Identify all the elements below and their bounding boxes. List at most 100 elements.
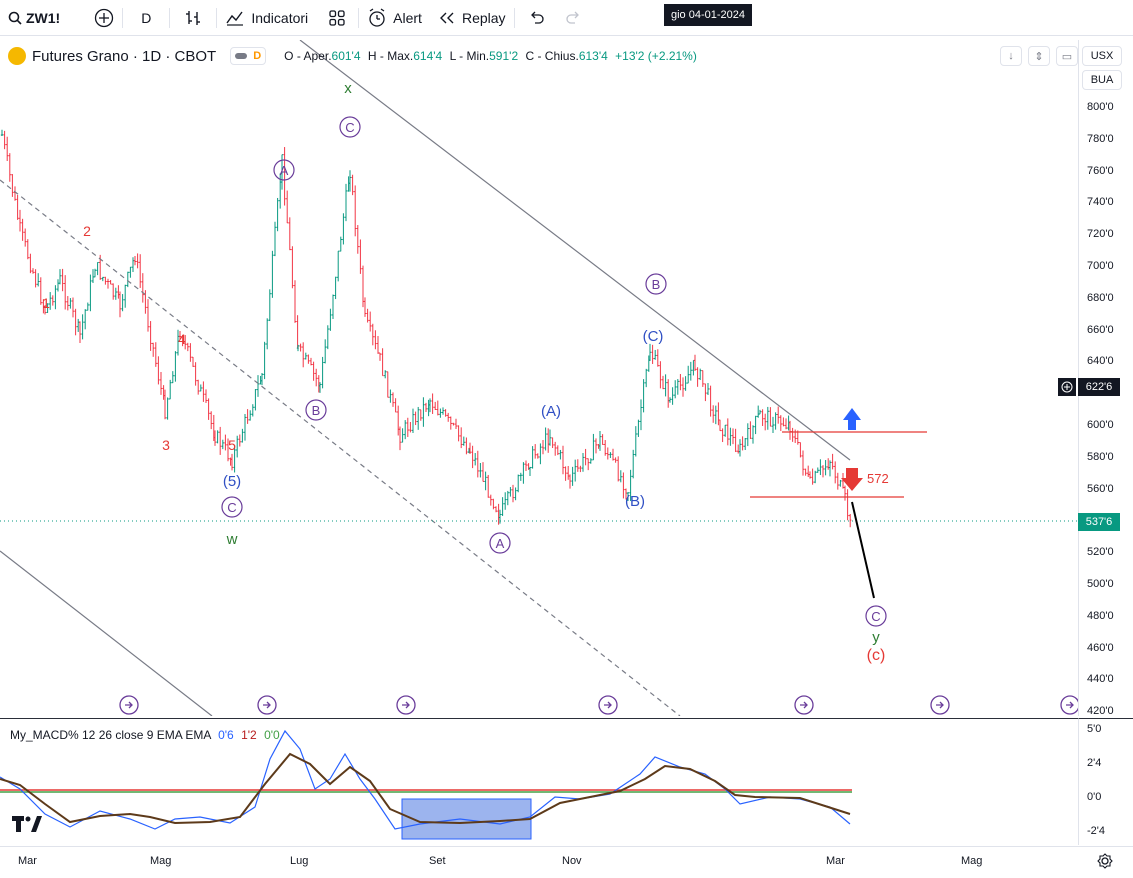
ohlc-bar: [8, 153, 11, 182]
ohlc-bar: [141, 273, 144, 303]
event-marker-icon[interactable]: [1060, 695, 1078, 715]
redo-button[interactable]: [559, 0, 587, 36]
bar-style-button[interactable]: [170, 0, 216, 36]
ohlc-bar: [492, 498, 495, 510]
ohlc-bar: [457, 425, 460, 442]
up-arrow-icon[interactable]: [843, 408, 861, 430]
ohlc-bar: [376, 336, 380, 354]
ohlc-bar: [639, 399, 643, 431]
highlight-box[interactable]: [401, 798, 532, 840]
ohlc-bar: [58, 269, 62, 285]
date-cursor-label: gio 04-01-2024: [664, 4, 753, 26]
ohlc-bar: [619, 470, 622, 483]
unit-selector[interactable]: BUA: [1082, 70, 1122, 90]
ohlc-bar: [651, 344, 654, 364]
ohlc-bar: [774, 412, 777, 430]
ohlc-bar: [498, 509, 502, 524]
ohlc-bar: [465, 437, 468, 455]
ohlc-bar: [324, 339, 327, 364]
ohlc-bar: [131, 257, 135, 273]
ohlc-bar: [431, 393, 434, 414]
projection-line[interactable]: [851, 501, 875, 599]
ohlc-bar: [78, 321, 82, 343]
currency-selector[interactable]: USX: [1082, 46, 1122, 66]
macd-legend[interactable]: My_MACD% 12 26 close 9 EMA EMA 0'6 1'2 0…: [10, 728, 280, 742]
undo-button[interactable]: [515, 0, 559, 36]
ohlc-bar: [216, 430, 219, 444]
ohlc-bar: [519, 472, 522, 481]
indicators-button[interactable]: Indicatori: [217, 0, 316, 36]
event-marker-icon[interactable]: [930, 695, 950, 715]
ohlc-bar: [531, 446, 534, 469]
ohlc-bar: [509, 487, 512, 497]
move-down-button[interactable]: ↓: [1000, 46, 1022, 66]
event-marker-icon[interactable]: [396, 695, 416, 715]
event-marker-icon[interactable]: [257, 695, 277, 715]
channel-mid-dashed-line[interactable]: [0, 179, 681, 716]
macd-indicator-pane[interactable]: [0, 718, 1078, 845]
open-value: 601'4: [331, 49, 361, 63]
ohlc-bar: [318, 382, 322, 393]
settings-icon[interactable]: [1097, 853, 1113, 869]
time-axis[interactable]: Mar Mag Lug Set Nov Mar Mag: [0, 846, 1133, 878]
ohlc-bar: [236, 435, 239, 458]
ohlc-bar: [378, 352, 382, 361]
ohlc-bar: [656, 349, 659, 367]
ohlc-bar: [43, 305, 47, 315]
ohlc-bar: [751, 425, 755, 444]
wave-label-circle-B-jul: B: [305, 399, 327, 421]
symbol-search-button[interactable]: ZW1!: [0, 0, 68, 36]
collapse-button[interactable]: ⇕: [1028, 46, 1050, 66]
divider: [216, 7, 218, 28]
channel-lower-trendline[interactable]: [0, 550, 213, 716]
compare-button[interactable]: [86, 0, 122, 36]
svg-text:C: C: [871, 609, 880, 624]
event-marker-icon[interactable]: [598, 695, 618, 715]
ohlc-bar: [594, 438, 598, 454]
ohlc-bar: [56, 279, 60, 292]
macd-axis: 5'0 2'4 0'0 -2'4: [1078, 718, 1133, 845]
price-axis-tick: 640'0: [1087, 355, 1114, 368]
ohlc-bar: [361, 265, 365, 308]
ohlc-bar: [788, 420, 792, 440]
ohlc-bar: [439, 408, 442, 418]
ohlc-bar: [417, 406, 420, 430]
market-status-badge[interactable]: D: [230, 47, 267, 65]
templates-button[interactable]: [316, 0, 358, 36]
ohlc-bar: [746, 423, 749, 447]
ohlc-bar: [659, 361, 662, 389]
ohlc-bar: [834, 461, 837, 484]
add-alert-plus-button[interactable]: [1058, 378, 1076, 396]
ohlc-bar: [796, 430, 799, 445]
event-marker-icon[interactable]: [119, 695, 139, 715]
macd-canvas[interactable]: [0, 719, 1078, 846]
divider: [358, 7, 360, 28]
ohlc-bar: [489, 494, 492, 506]
maximize-button[interactable]: ▭: [1056, 46, 1078, 66]
price-axis-tick: 420'0: [1087, 705, 1114, 718]
ohlc-bar: [849, 513, 852, 528]
symbol-title[interactable]: Futures Grano · 1D · CBOT: [32, 47, 217, 65]
price-chart-canvas[interactable]: 572 C A B C B A C x w y (C) (A) (B) (5) …: [0, 40, 1078, 716]
alert-button[interactable]: Alert: [359, 0, 430, 36]
ohlc-bar: [191, 356, 195, 367]
down-arrow-icon[interactable]: [841, 468, 863, 491]
wave-label-paren-5: (5): [223, 473, 241, 490]
ohlc-bar: [286, 190, 289, 224]
ohlc-bar: [342, 213, 345, 245]
ohlc-bar: [129, 266, 132, 278]
ohlc-bar: [354, 185, 357, 237]
replay-button[interactable]: Replay: [430, 0, 514, 36]
ohlc-bar: [271, 250, 274, 298]
ohlc-bar: [260, 372, 264, 386]
tradingview-logo[interactable]: [12, 816, 42, 837]
ohlc-bar: [681, 377, 685, 397]
channel-upper-trendline[interactable]: [299, 40, 851, 461]
event-marker-icon[interactable]: [794, 695, 814, 715]
ohlc-bar: [329, 308, 332, 331]
price-chart-pane[interactable]: 572 C A B C B A C x w y (C) (A) (B) (5) …: [0, 40, 1078, 716]
wave-label-1: 1: [42, 295, 50, 311]
ohlc-bar: [304, 352, 307, 360]
interval-button[interactable]: D: [123, 0, 169, 36]
ohlc-values: O - Aper.601'4 H - Max.614'4 L - Min.591…: [284, 49, 697, 63]
